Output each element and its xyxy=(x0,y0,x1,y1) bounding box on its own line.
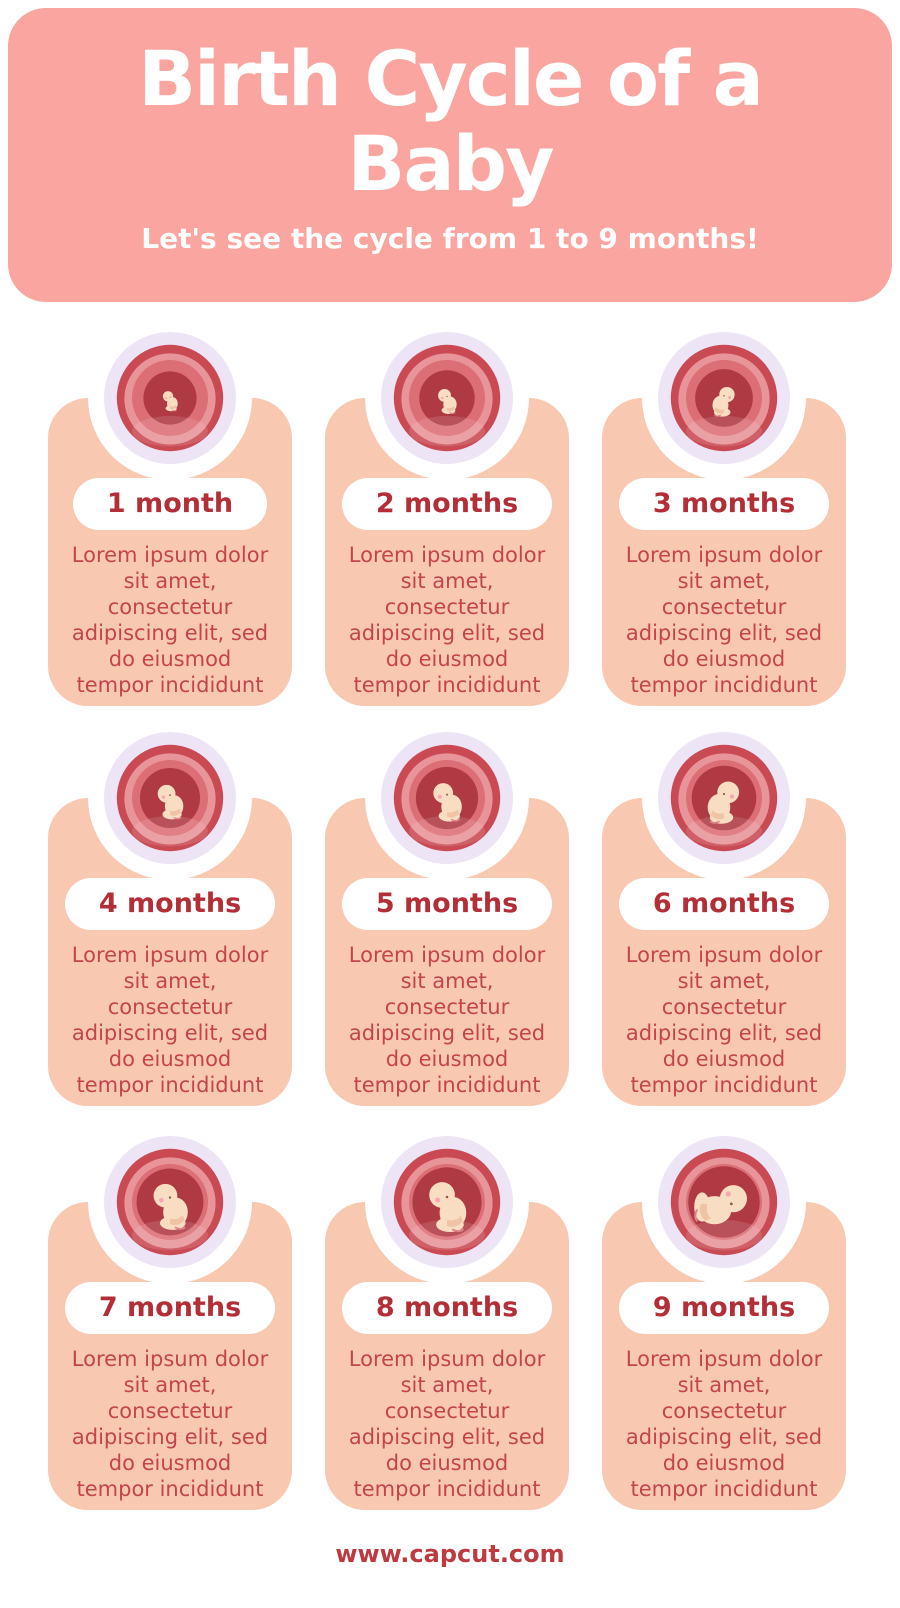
month-label: 7 months xyxy=(98,1292,242,1323)
month-label-pill: 8 months xyxy=(341,1282,553,1334)
cards-row-2: 4 months Lorem ipsum dolor sit amet, con… xyxy=(0,716,900,1106)
month-label-pill: 2 months xyxy=(341,478,553,530)
womb-circle xyxy=(104,332,236,464)
card-description: Lorem ipsum dolor sit amet, consectetur … xyxy=(71,1347,269,1502)
month-label-pill: 1 month xyxy=(72,478,268,530)
month-label-pill: 7 months xyxy=(64,1282,276,1334)
fetus-group xyxy=(162,391,178,412)
fetus-group xyxy=(157,784,184,820)
month-label: 5 months xyxy=(375,888,519,919)
month-card: 6 months Lorem ipsum dolor sit amet, con… xyxy=(602,716,846,1106)
womb-circle xyxy=(658,1136,790,1268)
month-card: 5 months Lorem ipsum dolor sit amet, con… xyxy=(325,716,569,1106)
header-banner: Birth Cycle of a Baby Let's see the cycl… xyxy=(8,8,892,302)
womb-circle xyxy=(658,332,790,464)
fetus-in-womb-icon xyxy=(393,344,501,452)
page-subtitle: Let's see the cycle from 1 to 9 months! xyxy=(141,222,759,256)
fetus-group xyxy=(712,386,735,417)
month-label: 1 month xyxy=(106,488,234,519)
fetus-in-womb-icon xyxy=(393,1148,501,1256)
month-label: 3 months xyxy=(652,488,796,519)
fetus-in-womb-icon xyxy=(116,744,224,852)
fetus-group xyxy=(429,1182,467,1233)
card-description: Lorem ipsum dolor sit amet, consectetur … xyxy=(625,943,823,1098)
womb-circle xyxy=(381,732,513,864)
month-label: 6 months xyxy=(652,888,796,919)
womb-circle xyxy=(381,332,513,464)
cards-row-1: 1 month Lorem ipsum dolor sit amet, cons… xyxy=(0,316,900,706)
month-card: 9 months Lorem ipsum dolor sit amet, con… xyxy=(602,1120,846,1510)
fetus-group xyxy=(438,389,457,414)
card-description: Lorem ipsum dolor sit amet, consectetur … xyxy=(625,543,823,698)
card-description: Lorem ipsum dolor sit amet, consectetur … xyxy=(625,1347,823,1502)
card-description: Lorem ipsum dolor sit amet, consectetur … xyxy=(348,543,546,698)
month-card: 7 months Lorem ipsum dolor sit amet, con… xyxy=(48,1120,292,1510)
fetus-group xyxy=(433,783,462,822)
month-card: 4 months Lorem ipsum dolor sit amet, con… xyxy=(48,716,292,1106)
fetus-group xyxy=(694,1185,747,1225)
card-description: Lorem ipsum dolor sit amet, consectetur … xyxy=(348,943,546,1098)
month-label: 4 months xyxy=(98,888,242,919)
card-description: Lorem ipsum dolor sit amet, consectetur … xyxy=(71,943,269,1098)
fetus-in-womb-icon xyxy=(670,344,778,452)
card-description: Lorem ipsum dolor sit amet, consectetur … xyxy=(71,543,269,698)
fetus-in-womb-icon xyxy=(670,1148,778,1256)
womb-circle xyxy=(104,1136,236,1268)
card-description: Lorem ipsum dolor sit amet, consectetur … xyxy=(348,1347,546,1502)
womb-circle xyxy=(104,732,236,864)
fetus-group xyxy=(707,781,740,824)
womb-circle xyxy=(658,732,790,864)
cards-row-3: 7 months Lorem ipsum dolor sit amet, con… xyxy=(0,1120,900,1510)
fetus-in-womb-icon xyxy=(393,744,501,852)
fetus-group xyxy=(153,1183,188,1230)
month-card: 8 months Lorem ipsum dolor sit amet, con… xyxy=(325,1120,569,1510)
cards-grid: 1 month Lorem ipsum dolor sit amet, cons… xyxy=(0,316,900,1510)
month-label-pill: 5 months xyxy=(341,878,553,930)
fetus-in-womb-icon xyxy=(670,744,778,852)
month-label: 8 months xyxy=(375,1292,519,1323)
month-label-pill: 4 months xyxy=(64,878,276,930)
fetus-in-womb-icon xyxy=(116,344,224,452)
month-label: 2 months xyxy=(375,488,519,519)
month-label-pill: 9 months xyxy=(618,1282,830,1334)
month-label-pill: 3 months xyxy=(618,478,830,530)
month-label: 9 months xyxy=(652,1292,796,1323)
fetus-in-womb-icon xyxy=(116,1148,224,1256)
month-card: 2 months Lorem ipsum dolor sit amet, con… xyxy=(325,316,569,706)
footer-url: www.capcut.com xyxy=(335,1540,565,1568)
womb-circle xyxy=(381,1136,513,1268)
month-card: 1 month Lorem ipsum dolor sit amet, cons… xyxy=(48,316,292,706)
month-label-pill: 6 months xyxy=(618,878,830,930)
page-title: Birth Cycle of a Baby xyxy=(138,34,764,209)
month-card: 3 months Lorem ipsum dolor sit amet, con… xyxy=(602,316,846,706)
